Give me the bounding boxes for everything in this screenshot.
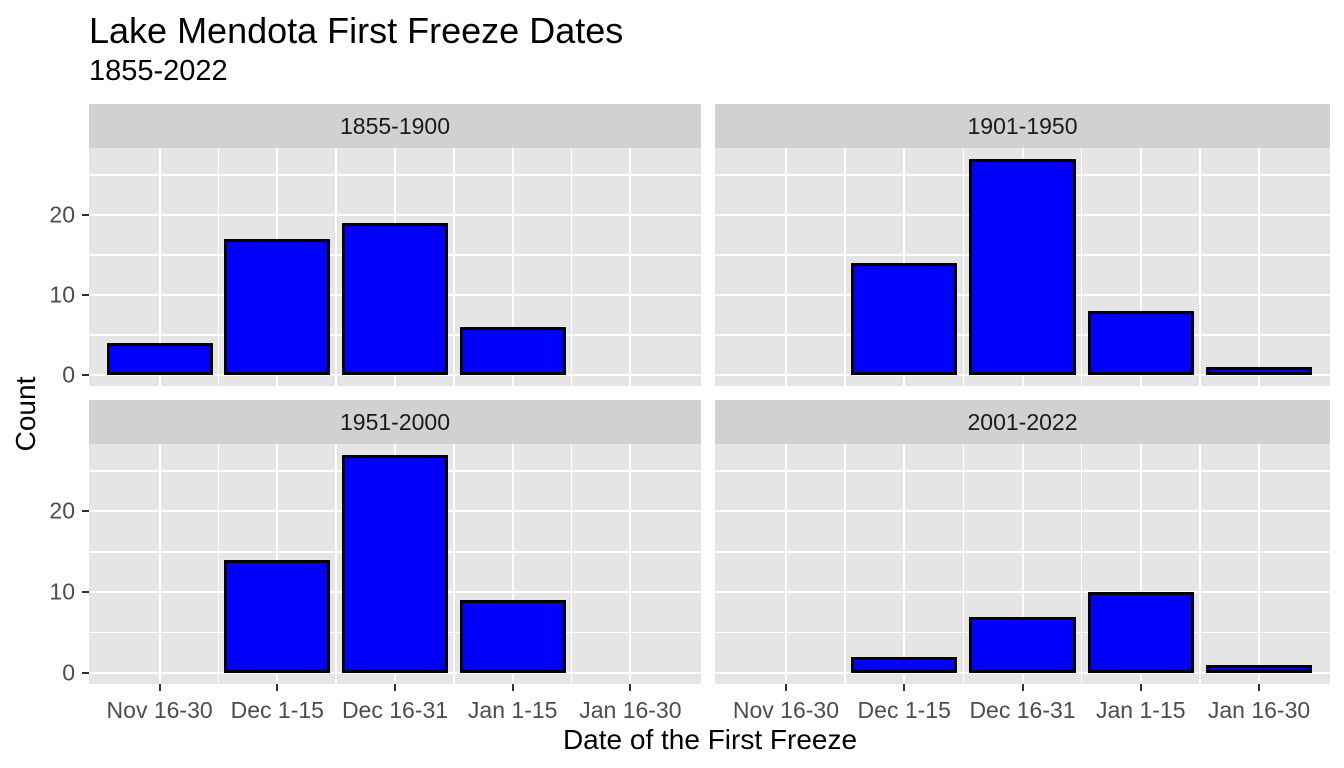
facet-panel — [715, 148, 1330, 386]
bar-nov-16-30 — [106, 343, 213, 376]
x-tick-mark — [1139, 684, 1142, 691]
x-tick-mark — [784, 684, 787, 691]
facet-panel — [89, 444, 701, 684]
facet-strip: 1951-2000 — [89, 400, 701, 444]
y-tick-mark — [82, 374, 89, 377]
x-minor-gridline — [453, 444, 455, 684]
bar-jan-1-15 — [1087, 311, 1194, 376]
y-tick-label: 0 — [62, 659, 75, 686]
x-minor-gridline — [335, 444, 337, 684]
x-major-gridline — [1139, 148, 1142, 386]
facet-strip: 1855-1900 — [89, 104, 701, 148]
y-tick-mark — [82, 591, 89, 594]
chart-subtitle: 1855-2022 — [89, 55, 228, 87]
x-minor-gridline — [570, 444, 573, 684]
facet-panel — [89, 148, 701, 386]
y-tick-mark — [82, 213, 89, 216]
facet-strip: 2001-2022 — [715, 400, 1330, 444]
x-major-gridline — [903, 444, 906, 684]
x-minor-gridline — [217, 444, 220, 684]
x-minor-gridline — [962, 444, 965, 684]
x-tick-label: Jan 1-15 — [467, 697, 558, 723]
facet-strip-label: 1951-2000 — [340, 408, 450, 435]
y-tick-mark — [82, 672, 89, 675]
x-major-gridline — [511, 444, 514, 684]
x-tick-mark — [394, 684, 396, 691]
x-major-gridline — [158, 444, 161, 684]
facet-strip: 1901-1950 — [715, 104, 1330, 148]
x-tick-mark — [1258, 684, 1261, 691]
y-tick-label: 20 — [49, 497, 75, 524]
x-tick-label: Nov 16-30 — [106, 697, 213, 723]
x-tick-mark — [629, 684, 632, 691]
bar-jan-1-15 — [1087, 592, 1194, 674]
bar-dec-1-15 — [851, 656, 958, 674]
x-minor-gridline — [962, 148, 965, 386]
x-minor-gridline — [1199, 444, 1201, 684]
bar-dec-16-31 — [342, 454, 448, 674]
bar-jan-16-30 — [1205, 665, 1313, 674]
x-tick-mark — [276, 684, 279, 691]
bar-dec-1-15 — [851, 262, 958, 376]
x-major-gridline — [784, 148, 787, 386]
x-tick-label: Dec 16-31 — [969, 697, 1076, 723]
y-tick-mark — [82, 294, 89, 297]
bar-jan-16-30 — [1205, 367, 1313, 376]
bar-dec-16-31 — [342, 222, 448, 376]
x-tick-label: Dec 1-15 — [230, 697, 324, 723]
y-tick-label: 10 — [49, 281, 75, 308]
y-tick-label: 10 — [49, 578, 75, 605]
x-tick-label: Jan 16-30 — [579, 697, 682, 723]
x-minor-gridline — [1199, 148, 1201, 386]
y-tick-mark — [82, 510, 89, 513]
x-tick-mark — [1021, 684, 1024, 691]
x-major-gridline — [784, 444, 787, 684]
x-axis-title: Date of the First Freeze — [562, 724, 858, 755]
x-tick-label: Jan 16-30 — [1207, 697, 1311, 723]
facet-strip-label: 1901-1950 — [967, 112, 1078, 139]
x-minor-gridline — [1080, 148, 1083, 386]
x-minor-gridline — [844, 148, 846, 386]
x-minor-gridline — [453, 148, 455, 386]
y-tick-label: 20 — [49, 201, 75, 228]
x-major-gridline — [1021, 444, 1024, 684]
x-major-gridline — [629, 444, 632, 684]
x-major-gridline — [629, 148, 632, 386]
x-minor-gridline — [844, 444, 846, 684]
x-tick-mark — [511, 684, 514, 691]
bar-jan-1-15 — [459, 327, 566, 376]
x-minor-gridline — [570, 148, 573, 386]
x-minor-gridline — [217, 148, 220, 386]
facet-strip-label: 2001-2022 — [967, 408, 1078, 435]
x-tick-label: Nov 16-30 — [732, 697, 840, 723]
bar-dec-1-15 — [224, 559, 331, 674]
x-tick-mark — [903, 684, 906, 691]
bar-jan-1-15 — [459, 600, 566, 674]
y-tick-label: 0 — [62, 361, 75, 388]
facet-strip-label: 1855-1900 — [340, 112, 450, 139]
x-tick-label: Jan 1-15 — [1096, 697, 1186, 723]
x-major-gridline — [1258, 444, 1261, 684]
x-tick-label: Dec 16-31 — [341, 697, 449, 723]
bar-dec-1-15 — [224, 238, 331, 376]
chart-title: Lake Mendota First Freeze Dates — [89, 10, 624, 51]
x-minor-gridline — [1080, 444, 1083, 684]
x-minor-gridline — [335, 148, 337, 386]
x-major-gridline — [158, 148, 161, 386]
bar-dec-16-31 — [969, 158, 1076, 376]
x-major-gridline — [1139, 444, 1142, 684]
x-tick-label: Dec 1-15 — [857, 697, 951, 723]
x-major-gridline — [1258, 148, 1261, 386]
x-tick-mark — [158, 684, 161, 691]
facet-panel — [715, 444, 1330, 684]
x-major-gridline — [511, 148, 514, 386]
bar-dec-16-31 — [969, 616, 1076, 674]
